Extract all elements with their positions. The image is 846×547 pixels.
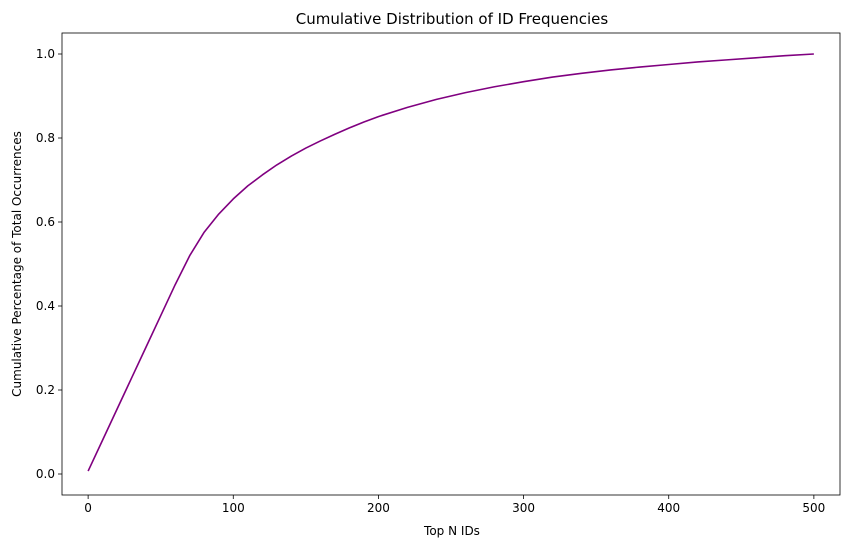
- y-axis-label: Cumulative Percentage of Total Occurrenc…: [10, 131, 24, 397]
- x-tick-label: 400: [657, 501, 680, 515]
- y-tick-label: 0.8: [36, 131, 55, 145]
- chart-title: Cumulative Distribution of ID Frequencie…: [296, 10, 609, 28]
- x-axis-label: Top N IDs: [423, 524, 480, 538]
- x-tick-label: 0: [84, 501, 92, 515]
- x-tick-label: 200: [367, 501, 390, 515]
- y-tick-label: 0.0: [36, 467, 55, 481]
- y-tick-label: 0.4: [36, 299, 55, 313]
- x-tick-label: 300: [512, 501, 535, 515]
- y-tick-label: 0.2: [36, 383, 55, 397]
- x-tick-label: 100: [222, 501, 245, 515]
- series-line: [87, 53, 814, 472]
- axes-frame: [61, 32, 841, 496]
- x-tick-label: 500: [802, 501, 825, 515]
- y-tick-label: 0.6: [36, 215, 55, 229]
- y-tick-label: 1.0: [36, 47, 55, 61]
- plot-area: 0 100 200 300 400 500 0.0 0.2 0.4 0.6 0.8 1.0: [36, 32, 841, 515]
